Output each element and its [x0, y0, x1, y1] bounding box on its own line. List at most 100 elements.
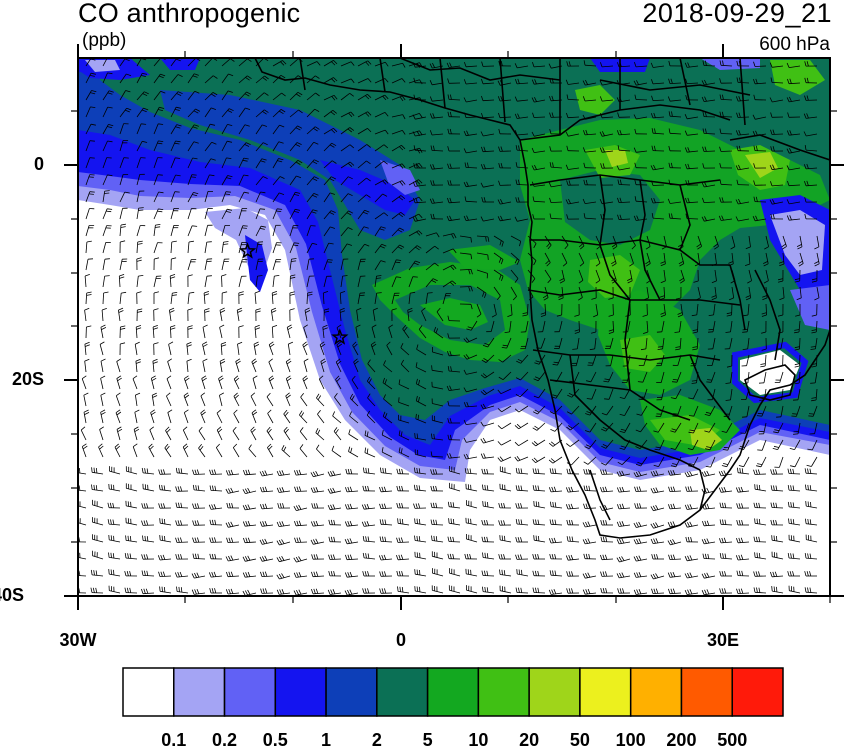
wind-barb-feather [417, 434, 418, 439]
wind-barb [772, 134, 783, 135]
wind-barb-feather [111, 570, 112, 575]
wind-barb [177, 508, 188, 509]
wind-barb-feather [96, 468, 97, 473]
wind-barb [704, 559, 715, 560]
wind-barb-feather [432, 365, 433, 370]
wind-barb-feather [519, 570, 520, 575]
wind-barb-feather [160, 535, 161, 540]
colorbar-swatch [326, 668, 377, 716]
wind-barb [721, 117, 732, 118]
colorbar-swatch [580, 668, 631, 716]
wind-barb [698, 321, 699, 332]
wind-barb [653, 185, 664, 186]
colorbar-label: 500 [707, 730, 757, 751]
colorbar-label: 50 [555, 730, 605, 751]
colorbar-label: 20 [504, 730, 554, 751]
colorbar-label: 2 [352, 730, 402, 751]
wind-barb-feather [534, 535, 535, 540]
wind-barb-feather [793, 434, 798, 435]
wind-barb-feather [399, 397, 400, 402]
wind-barb [704, 151, 715, 152]
wind-barb-feather [225, 194, 230, 195]
wind-barb-feather [502, 536, 503, 541]
wind-barb [687, 219, 698, 220]
wind-barb-feather [760, 398, 765, 399]
colorbar-swatch [174, 668, 225, 716]
wind-barb [483, 576, 494, 577]
lat-label-40s: 40S [0, 585, 24, 606]
wind-barb-feather [672, 382, 677, 383]
wind-barb-feather [483, 501, 484, 506]
colorbar-label: 200 [656, 730, 706, 751]
lat-label-0: 0 [0, 154, 44, 175]
colorbar-label: 0.5 [250, 730, 300, 751]
wind-barb-feather [757, 553, 758, 558]
wind-barb-feather [451, 519, 452, 524]
wind-barb-feather [759, 553, 760, 558]
wind-barb-feather [160, 518, 161, 523]
wind-barb-feather [757, 519, 758, 524]
wind-barb-feather [806, 501, 807, 506]
wind-barb [817, 355, 818, 366]
wind-barb-feather [89, 194, 94, 195]
wind-barb-feather [75, 467, 76, 472]
wind-barb-feather [74, 537, 75, 542]
wind-barb-feather [759, 485, 760, 490]
colorbar-swatch [478, 668, 529, 716]
wind-barb [738, 117, 749, 118]
colorbar-label: 10 [453, 730, 503, 751]
wind-barb [517, 593, 528, 594]
wind-barb-feather [328, 260, 333, 261]
colorbar-swatch [275, 668, 326, 716]
lon-label-30e: 30E [683, 630, 763, 651]
colorbar-label: 1 [301, 730, 351, 751]
colorbar [123, 668, 783, 716]
colorbar-swatch [225, 668, 276, 716]
wind-barb [721, 134, 732, 135]
colorbar-swatch [732, 668, 783, 716]
wind-barb-feather [126, 535, 127, 540]
wind-barb [222, 276, 223, 287]
wind-barb-feather [74, 485, 75, 490]
wind-barb [534, 593, 545, 594]
wind-barb-feather [92, 467, 93, 472]
wind-barb-feather [774, 587, 775, 592]
wind-barb [432, 525, 443, 526]
wind-barb-feather [105, 191, 110, 192]
wind-barb [211, 474, 222, 475]
wind-barb-feather [138, 210, 143, 211]
wind-barb-feather [377, 293, 382, 294]
colorbar-label: 100 [606, 730, 656, 751]
wind-barb-feather [453, 519, 454, 524]
wind-barb [721, 151, 732, 152]
lon-label-0: 0 [361, 630, 441, 651]
wind-barb [585, 508, 596, 509]
wind-barb-feather [415, 433, 416, 438]
wind-barb-feather [755, 518, 756, 523]
wind-barb-feather [74, 570, 75, 575]
wind-barb [517, 185, 528, 186]
wind-barb-feather [755, 552, 756, 557]
wind-barb [194, 559, 205, 560]
wind-barb-feather [417, 587, 418, 592]
wind-barb [636, 100, 647, 101]
colorbar-label: 5 [403, 730, 453, 751]
wind-barb [704, 66, 715, 67]
wind-barb-feather [759, 400, 764, 401]
wind-barb [585, 491, 596, 492]
colorbar-swatch [631, 668, 682, 716]
wind-barb-feather [742, 332, 747, 333]
colorbar-swatch [681, 668, 732, 716]
wind-barb [296, 491, 307, 492]
wind-barb [755, 474, 766, 475]
wind-barb [296, 542, 307, 543]
wind-barb [789, 474, 800, 475]
wind-barb [755, 66, 766, 67]
colorbar-swatch [428, 668, 479, 716]
colorbar-label: 0.2 [200, 730, 250, 751]
wind-barb-feather [672, 416, 677, 417]
wind-barb-feather [160, 586, 161, 591]
wind-barb [800, 338, 801, 349]
wind-barb-feather [415, 569, 416, 574]
wind-barb [460, 287, 471, 288]
